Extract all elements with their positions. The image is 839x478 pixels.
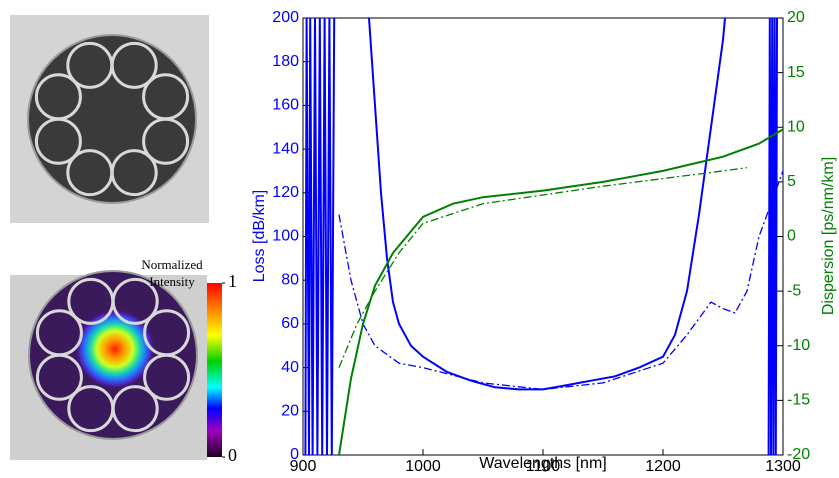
plot-lines	[304, 18, 783, 455]
colorbar-tick-label: 1	[228, 271, 237, 291]
y-tick-label: 60	[281, 315, 299, 332]
series-line	[338, 170, 783, 391]
y2-tick-label: -10	[787, 337, 810, 354]
y2-tick-label: 0	[787, 228, 796, 245]
capillary-ring	[142, 73, 190, 121]
y-tick-label: 140	[272, 140, 299, 157]
y-tick-label: 160	[272, 97, 299, 114]
y2-tick-label: -20	[787, 446, 810, 463]
y-tick-label: 100	[272, 228, 299, 245]
series-line	[338, 128, 783, 455]
colorbar	[207, 283, 222, 457]
y-tick-label: 20	[281, 403, 299, 420]
y-tick-label: 80	[281, 271, 299, 288]
fiber-photo	[10, 15, 209, 223]
y2-tick-label: 10	[787, 118, 805, 135]
y-tick-label: 200	[272, 9, 299, 26]
series-line	[338, 167, 748, 368]
y2-tick-label: -15	[787, 392, 810, 409]
x-tick-label: 1000	[405, 458, 441, 473]
colorbar-tick-label: 0	[228, 445, 237, 465]
x-axis-label: Wavelengths [nm]	[479, 455, 606, 472]
y2-tick-label: 20	[787, 9, 805, 26]
y2-axis-label: Dispersion [ps/nm/km]	[820, 157, 837, 315]
y-axis-label: Loss [dB/km]	[251, 190, 268, 282]
capillary-ring	[111, 277, 159, 325]
x-tick-label: 1200	[645, 458, 681, 473]
x-tick-label: 900	[290, 458, 317, 473]
capillary-ring	[66, 149, 114, 197]
mode-image	[10, 270, 207, 460]
x-tick-label: 1300	[765, 458, 801, 473]
y-tick-label: 40	[281, 359, 299, 376]
series-line	[304, 18, 778, 455]
y-tick-label: 180	[272, 53, 299, 70]
capillary-ring	[34, 73, 82, 121]
colorbar-title: Normalized	[141, 257, 203, 272]
capillary-ring	[110, 41, 158, 89]
capillary-ring	[143, 309, 191, 357]
colorbar-title: Intensity	[149, 274, 195, 289]
capillary-ring	[35, 309, 83, 357]
x-tick-label: 1100	[526, 458, 561, 473]
y2-tick-label: 5	[787, 173, 796, 190]
y2-tick-label: 15	[787, 64, 805, 81]
capillary-ring	[67, 385, 115, 433]
y2-tick-label: -5	[787, 282, 801, 299]
y-tick-label: 120	[272, 184, 299, 201]
y-tick-label: 0	[290, 446, 299, 463]
